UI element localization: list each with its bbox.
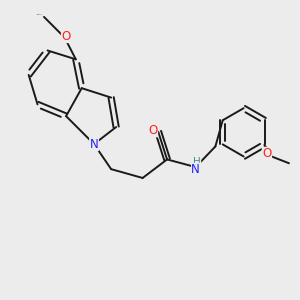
Text: H: H xyxy=(193,157,201,167)
Text: O: O xyxy=(148,124,158,137)
Text: methoxy: methoxy xyxy=(37,14,44,15)
Text: O: O xyxy=(262,147,272,160)
Text: O: O xyxy=(61,29,71,43)
Text: N: N xyxy=(191,163,200,176)
Text: N: N xyxy=(90,138,98,151)
